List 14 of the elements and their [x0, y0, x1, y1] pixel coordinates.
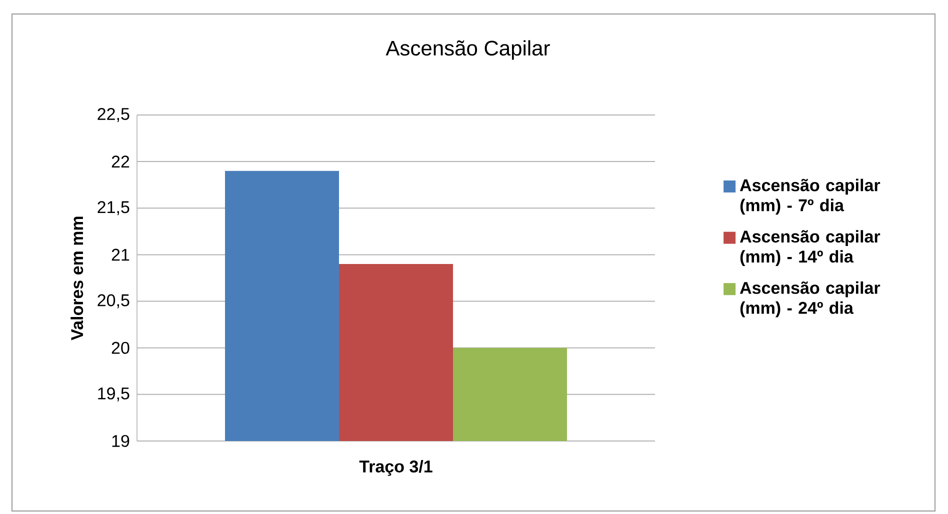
chart-title: Ascensão Capilar	[386, 40, 550, 60]
y-tick-label: 22	[112, 156, 130, 168]
y-tick-label: 19	[112, 434, 130, 447]
y-tick-label: 22,5	[98, 108, 130, 122]
x-tick-label: Traço 3/1	[359, 460, 432, 476]
legend-label: Ascensão capilar (mm) - 24º dia	[740, 281, 880, 318]
y-tick-label: 20,5	[98, 294, 130, 308]
y-axis-title: Valores em mm	[70, 216, 84, 340]
legend-label: Ascensão capilar (mm) - 14º dia	[740, 230, 880, 266]
y-tick-label: 19,5	[98, 387, 130, 402]
y-tick-label: 20	[112, 342, 130, 354]
y-tick-label: 21	[112, 248, 130, 261]
y-tick-label: 21,5	[98, 201, 130, 216]
legend-label: Ascensão capilar (mm) - 7º dia	[740, 178, 880, 215]
